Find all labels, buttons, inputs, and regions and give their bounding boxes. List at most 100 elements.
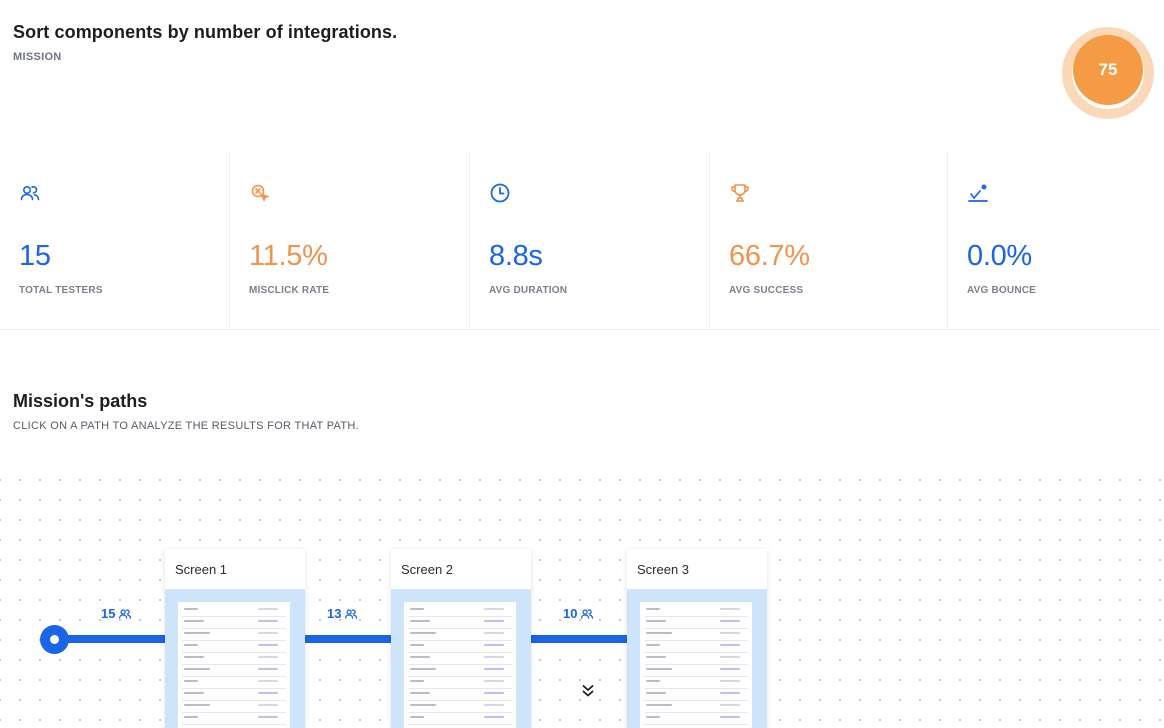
thumb-row-divider <box>644 664 748 665</box>
stat-avg-duration: 8.8s AVG DURATION <box>470 152 710 330</box>
path-connector[interactable] <box>530 635 628 643</box>
screen-thumbnail[interactable] <box>165 589 305 728</box>
screen-preview <box>178 602 290 728</box>
thumb-badge-mark <box>720 692 740 694</box>
thumb-row-divider <box>182 640 286 641</box>
stat-label: TOTAL TESTERS <box>19 285 103 296</box>
thumb-text-mark <box>646 668 672 670</box>
thumb-text-mark <box>646 680 660 682</box>
thumb-text-mark <box>410 644 424 646</box>
edge-tester-count[interactable]: 15 <box>101 606 132 621</box>
edge-count: 10 <box>563 606 578 621</box>
stat-label: AVG SUCCESS <box>729 285 804 296</box>
mission-header: Sort components by number of integration… <box>13 22 397 63</box>
paths-header: Mission's paths CLICK ON A PATH TO ANALY… <box>13 391 359 432</box>
thumb-text-mark <box>646 644 660 646</box>
thumb-badge-mark <box>720 656 740 658</box>
chevron-double-down-icon[interactable] <box>580 683 596 699</box>
thumb-badge-mark <box>484 632 504 634</box>
thumb-badge-mark <box>720 620 740 622</box>
thumb-text-mark <box>410 704 436 706</box>
thumb-text-mark <box>646 656 666 658</box>
mission-label: MISSION <box>13 51 62 63</box>
thumb-row-divider <box>182 712 286 713</box>
stats-row: 15 TOTAL TESTERS 11.5% MISCLICK RATE 8.8… <box>0 152 1160 330</box>
path-connector[interactable] <box>66 635 166 643</box>
thumb-row-divider <box>644 652 748 653</box>
screen-preview <box>640 602 752 728</box>
thumb-text-mark <box>646 632 672 634</box>
edge-count: 15 <box>101 606 116 621</box>
thumb-row-divider <box>644 616 748 617</box>
thumb-text-mark <box>646 716 660 718</box>
clock-icon <box>489 182 511 204</box>
stat-avg-bounce: 0.0% AVG BOUNCE <box>948 152 1160 330</box>
stat-value: 15 <box>19 240 51 272</box>
screen-thumbnail[interactable] <box>391 589 531 728</box>
thumb-row-divider <box>182 688 286 689</box>
thumb-badge-mark <box>720 608 740 610</box>
stat-avg-success: 66.7% AVG SUCCESS <box>710 152 948 330</box>
thumb-row-divider <box>408 712 512 713</box>
thumb-badge-mark <box>720 632 740 634</box>
screen-preview <box>404 602 516 728</box>
thumb-badge-mark <box>258 716 278 718</box>
thumb-text-mark <box>410 668 436 670</box>
thumb-text-mark <box>410 692 430 694</box>
trophy-icon <box>729 182 751 204</box>
thumb-badge-mark <box>720 644 740 646</box>
thumb-row-divider <box>408 640 512 641</box>
thumb-row-divider <box>182 676 286 677</box>
thumb-row-divider <box>408 628 512 629</box>
stat-label: AVG DURATION <box>489 285 568 296</box>
thumb-badge-mark <box>484 656 504 658</box>
score-value: 75 <box>1073 35 1143 105</box>
thumb-badge-mark <box>258 680 278 682</box>
path-start-node[interactable] <box>40 625 69 654</box>
thumb-text-mark <box>184 692 204 694</box>
stat-label: MISCLICK RATE <box>249 285 330 296</box>
bounce-icon <box>967 182 989 204</box>
screen-card-1[interactable]: Screen 1 <box>165 549 305 728</box>
thumb-badge-mark <box>258 620 278 622</box>
stat-label: AVG BOUNCE <box>967 285 1037 296</box>
thumb-row-divider <box>644 712 748 713</box>
thumb-row-divider <box>644 640 748 641</box>
thumb-badge-mark <box>258 704 278 706</box>
thumb-row-divider <box>408 688 512 689</box>
thumb-badge-mark <box>484 668 504 670</box>
screen-title: Screen 1 <box>175 562 228 577</box>
screen-thumbnail[interactable] <box>627 589 767 728</box>
thumb-badge-mark <box>720 716 740 718</box>
thumb-text-mark <box>646 608 660 610</box>
thumb-badge-mark <box>720 704 740 706</box>
misclick-icon <box>249 182 271 204</box>
thumb-row-divider <box>408 700 512 701</box>
path-connector[interactable] <box>304 635 392 643</box>
screen-card-3[interactable]: Screen 3 <box>627 549 767 728</box>
thumb-text-mark <box>184 668 210 670</box>
thumb-badge-mark <box>484 692 504 694</box>
stat-misclick-rate: 11.5% MISCLICK RATE <box>230 152 470 330</box>
edge-tester-count[interactable]: 13 <box>327 606 358 621</box>
users-icon <box>19 182 41 204</box>
screen-card-2[interactable]: Screen 2 <box>391 549 531 728</box>
screen-title: Screen 3 <box>637 562 690 577</box>
mission-title: Sort components by number of integration… <box>13 22 398 42</box>
thumb-row-divider <box>644 676 748 677</box>
thumb-badge-mark <box>484 680 504 682</box>
edge-tester-count[interactable]: 10 <box>563 606 594 621</box>
thumb-badge-mark <box>258 608 278 610</box>
thumb-text-mark <box>410 716 424 718</box>
thumb-badge-mark <box>720 668 740 670</box>
thumb-row-divider <box>408 616 512 617</box>
thumb-text-mark <box>646 704 672 706</box>
thumb-text-mark <box>410 656 430 658</box>
thumb-text-mark <box>410 608 424 610</box>
thumb-badge-mark <box>258 668 278 670</box>
thumb-text-mark <box>184 632 210 634</box>
thumb-text-mark <box>184 620 204 622</box>
thumb-badge-mark <box>484 608 504 610</box>
thumb-badge-mark <box>258 656 278 658</box>
thumb-badge-mark <box>258 692 278 694</box>
